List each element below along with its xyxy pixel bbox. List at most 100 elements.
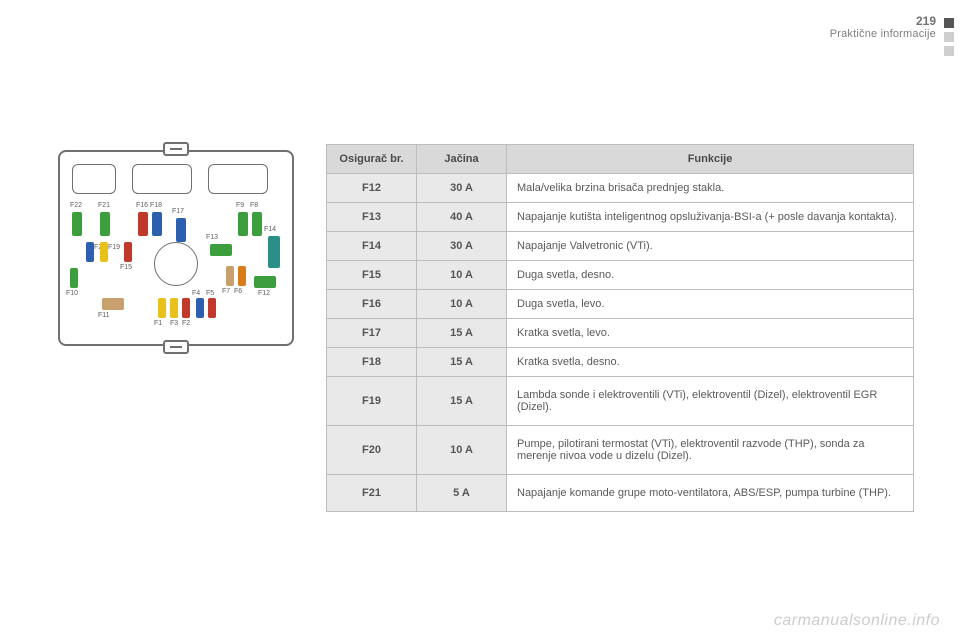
cell-amperage: 10 A [417, 261, 507, 290]
cell-amperage: 30 A [417, 174, 507, 203]
col-header-fuse: Osigurač br. [327, 145, 417, 174]
table-row: F1715 AKratka svetla, levo. [327, 319, 914, 348]
side-index [944, 18, 954, 60]
cell-amperage: 15 A [417, 348, 507, 377]
side-index-marker [944, 32, 954, 42]
cell-fuse-no: F13 [327, 203, 417, 232]
fuse-icon [124, 242, 132, 262]
cell-fuse-no: F15 [327, 261, 417, 290]
fuse-label: F4 [192, 290, 200, 297]
cell-function: Mala/velika brzina brisača prednjeg stak… [507, 174, 914, 203]
col-header-func: Funkcije [507, 145, 914, 174]
cell-fuse-no: F12 [327, 174, 417, 203]
fusebox-diagram: F22 F21 F20 F19 F10 F16 F18 F15 F17 F11 … [58, 150, 294, 346]
fuse-label: F22 [70, 202, 82, 209]
fuse-label: F2 [182, 320, 190, 327]
cell-function: Napajanje kutišta inteligentnog opsluživ… [507, 203, 914, 232]
table-row: F1815 AKratka svetla, desno. [327, 348, 914, 377]
fuse-label: F5 [206, 290, 214, 297]
relay-slot [208, 164, 268, 194]
fuse-icon [210, 244, 232, 256]
fuse-label: F7 [222, 288, 230, 295]
fuse-icon [100, 212, 110, 236]
fuse-icon [170, 298, 178, 318]
fuse-icon [238, 212, 248, 236]
page-number: 219 [830, 14, 936, 28]
fuse-label: F18 [150, 202, 162, 209]
table-row: F1510 ADuga svetla, desno. [327, 261, 914, 290]
fuse-icon [252, 212, 262, 236]
screw-tab-icon [163, 142, 189, 156]
cell-fuse-no: F16 [327, 290, 417, 319]
cell-function: Napajanje Valvetronic (VTi). [507, 232, 914, 261]
fuse-icon [238, 266, 246, 286]
cell-fuse-no: F18 [327, 348, 417, 377]
cell-fuse-no: F21 [327, 475, 417, 512]
relay-slot [132, 164, 192, 194]
table-row: F1915 ALambda sonde i elektroventili (VT… [327, 377, 914, 426]
fuse-label: F19 [108, 244, 120, 251]
fuse-icon [158, 298, 166, 318]
fuse-label: F12 [258, 290, 270, 297]
screw-tab-icon [163, 340, 189, 354]
cell-amperage: 10 A [417, 426, 507, 475]
cell-fuse-no: F20 [327, 426, 417, 475]
cell-amperage: 15 A [417, 319, 507, 348]
table-row: F1430 ANapajanje Valvetronic (VTi). [327, 232, 914, 261]
page-header: 219 Praktične informacije [830, 14, 936, 40]
table-row: F215 ANapajanje komande grupe moto-venti… [327, 475, 914, 512]
col-header-amp: Jačina [417, 145, 507, 174]
cell-fuse-no: F14 [327, 232, 417, 261]
fuse-icon [86, 242, 94, 262]
cell-amperage: 30 A [417, 232, 507, 261]
cell-amperage: 5 A [417, 475, 507, 512]
table-row: F2010 APumpe, pilotirani termostat (VTi)… [327, 426, 914, 475]
table-row: F1340 ANapajanje kutišta inteligentnog o… [327, 203, 914, 232]
fuse-table: Osigurač br. Jačina Funkcije F1230 AMala… [326, 144, 914, 512]
cell-amperage: 10 A [417, 290, 507, 319]
cell-fuse-no: F19 [327, 377, 417, 426]
center-hole-icon [154, 242, 198, 286]
fuse-icon [152, 212, 162, 236]
cell-function: Kratka svetla, desno. [507, 348, 914, 377]
cell-amperage: 40 A [417, 203, 507, 232]
fuse-label: F16 [136, 202, 148, 209]
fuse-label: F14 [264, 226, 276, 233]
watermark-url: carmanualsonline.info [774, 612, 940, 630]
side-index-marker [944, 18, 954, 28]
cell-function: Duga svetla, levo. [507, 290, 914, 319]
fuse-icon [102, 298, 124, 310]
fuse-icon [176, 218, 186, 242]
fuse-label: F10 [66, 290, 78, 297]
cell-function: Kratka svetla, levo. [507, 319, 914, 348]
fuse-label: F6 [234, 288, 242, 295]
fuse-label: F9 [236, 202, 244, 209]
table-header-row: Osigurač br. Jačina Funkcije [327, 145, 914, 174]
cell-function: Lambda sonde i elektroventili (VTi), ele… [507, 377, 914, 426]
fuse-label: F3 [170, 320, 178, 327]
table-row: F1230 AMala/velika brzina brisača prednj… [327, 174, 914, 203]
fuse-label: F11 [98, 312, 110, 319]
cell-function: Napajanje komande grupe moto-ventilatora… [507, 475, 914, 512]
fuse-icon [100, 242, 108, 262]
fuse-icon [208, 298, 216, 318]
cell-function: Pumpe, pilotirani termostat (VTi), elekt… [507, 426, 914, 475]
fuse-icon [196, 298, 204, 318]
fuse-label: F1 [154, 320, 162, 327]
cell-fuse-no: F17 [327, 319, 417, 348]
fuse-icon [70, 268, 78, 288]
fuse-label: F8 [250, 202, 258, 209]
manual-page: 219 Praktične informacije F22 F21 F20 F1… [0, 0, 960, 640]
fuse-label: F15 [120, 264, 132, 271]
fuse-label: F13 [206, 234, 218, 241]
fuse-icon [138, 212, 148, 236]
fuse-icon [226, 266, 234, 286]
relay-slot [72, 164, 116, 194]
fuse-label: F21 [98, 202, 110, 209]
cell-amperage: 15 A [417, 377, 507, 426]
fuse-icon [254, 276, 276, 288]
fuse-icon [268, 236, 280, 268]
cell-function: Duga svetla, desno. [507, 261, 914, 290]
section-title: Praktične informacije [830, 28, 936, 40]
fuse-label: F17 [172, 208, 184, 215]
